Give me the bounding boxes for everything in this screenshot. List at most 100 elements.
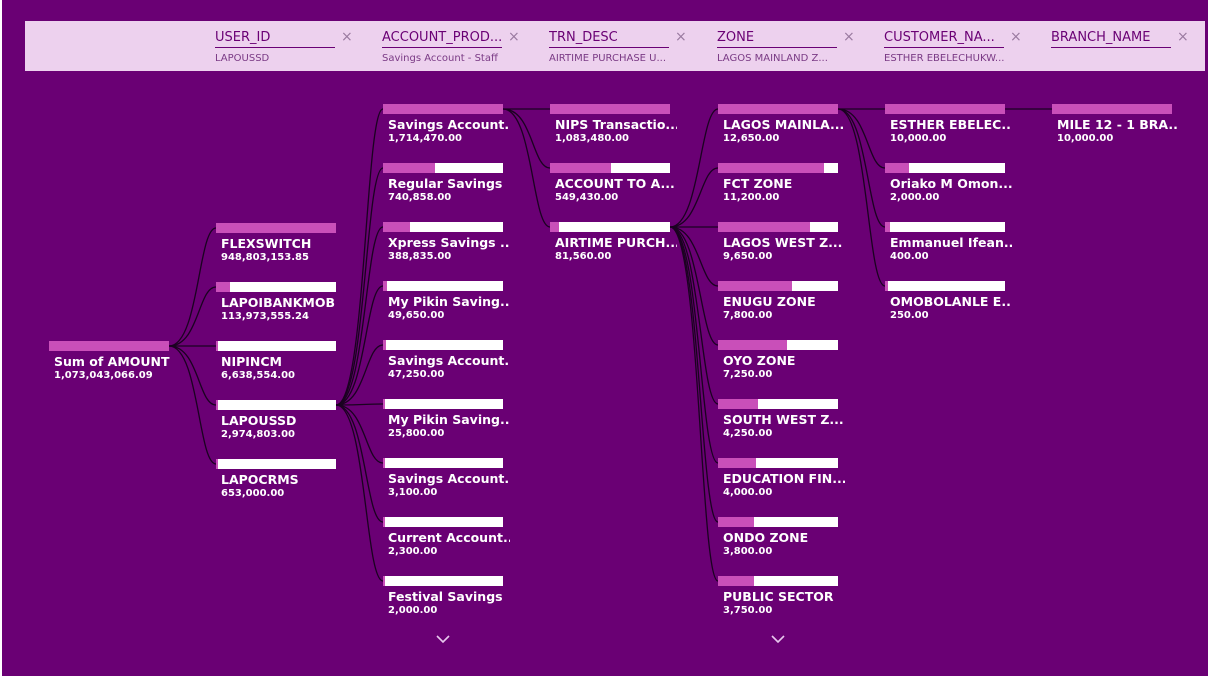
header-field-underline xyxy=(382,47,502,48)
node-bar-fill xyxy=(216,400,219,410)
chevron-down-icon[interactable] xyxy=(435,634,451,644)
node-value: 4,000.00 xyxy=(723,487,773,498)
node-value: 1,073,043,066.09 xyxy=(54,370,153,381)
node-value: 2,000.00 xyxy=(890,192,940,203)
node-bar xyxy=(885,281,1005,291)
tree-node[interactable]: Regular Savings 740,858.00 xyxy=(383,163,503,203)
node-bar-fill xyxy=(383,104,503,114)
tree-node[interactable]: My Pikin Saving... 25,800.00 xyxy=(383,399,510,439)
remove-level-close-icon[interactable]: × xyxy=(508,29,520,45)
tree-node[interactable]: My Pikin Saving... 49,650.00 xyxy=(383,281,510,321)
tree-node[interactable]: ENUGU ZONE 7,800.00 xyxy=(718,281,838,321)
node-bar xyxy=(216,400,336,410)
node-label: My Pikin Saving... xyxy=(388,412,510,427)
remove-level-close-icon[interactable]: × xyxy=(1177,29,1189,45)
node-bar xyxy=(383,281,503,291)
tree-node[interactable]: LAPOCRMS 653,000.00 xyxy=(216,459,336,499)
tree-node[interactable]: Savings Account... 1,714,470.00 xyxy=(383,104,510,144)
node-bar-fill xyxy=(383,222,411,232)
node-bar-fill xyxy=(718,458,756,468)
node-value: 2,300.00 xyxy=(388,546,438,557)
tree-node[interactable]: Current Account... 2,300.00 xyxy=(383,517,510,557)
remove-level-close-icon[interactable]: × xyxy=(341,29,353,45)
node-bar-fill xyxy=(718,399,759,409)
node-bar xyxy=(718,222,838,232)
node-label: OYO ZONE xyxy=(723,353,796,368)
tree-node[interactable]: EDUCATION FIN... 4,000.00 xyxy=(718,458,845,498)
header-field-name: CUSTOMER_NA... xyxy=(884,30,995,45)
node-bar xyxy=(383,517,503,527)
chevron-down-icon[interactable] xyxy=(770,634,786,644)
node-bar xyxy=(718,104,838,114)
node-label: ENUGU ZONE xyxy=(723,294,816,309)
tree-node[interactable]: MILE 12 - 1 BRA... 10,000.00 xyxy=(1052,104,1179,144)
tree-node[interactable]: OYO ZONE 7,250.00 xyxy=(718,340,838,380)
node-bar xyxy=(383,222,503,232)
remove-level-close-icon[interactable]: × xyxy=(675,29,687,45)
tree-node[interactable]: Sum of AMOUNT 1,073,043,066.09 xyxy=(49,341,170,381)
node-value: 2,000.00 xyxy=(388,605,438,616)
node-bar-fill xyxy=(383,576,386,586)
node-bar-fill xyxy=(718,340,787,350)
tree-node[interactable]: AIRTIME PURCH... 81,560.00 xyxy=(550,222,677,262)
node-label: PUBLIC SECTOR xyxy=(723,589,834,604)
node-bar xyxy=(718,517,838,527)
header-field-underline xyxy=(215,47,335,48)
tree-node[interactable]: NIPINCM 6,638,554.00 xyxy=(216,341,336,381)
tree-node[interactable]: PUBLIC SECTOR 3,750.00 xyxy=(718,576,838,616)
header-field-value: ESTHER EBELECHUKW... xyxy=(884,53,1005,64)
node-bar xyxy=(216,459,336,469)
tree-node[interactable]: LAPOIBANKMOB 113,973,555.24 xyxy=(216,282,336,322)
node-bar xyxy=(49,341,169,351)
node-label: Regular Savings xyxy=(388,176,503,191)
tree-node[interactable]: LAGOS MAINLA... 12,650.00 xyxy=(718,104,844,144)
tree-node[interactable]: Oriako M Omon... 2,000.00 xyxy=(885,163,1012,203)
node-bar-fill xyxy=(216,282,231,292)
node-value: 549,430.00 xyxy=(555,192,619,203)
node-bar xyxy=(383,340,503,350)
header-field-value: Savings Account - Staff xyxy=(382,53,498,64)
node-label: Oriako M Omon... xyxy=(890,176,1012,191)
tree-node[interactable]: LAGOS WEST Z... 9,650.00 xyxy=(718,222,842,262)
header-field-underline xyxy=(884,47,1004,48)
tree-node[interactable]: FLEXSWITCH 948,803,153.85 xyxy=(216,223,336,263)
node-label: EDUCATION FIN... xyxy=(723,471,845,486)
remove-level-close-icon[interactable]: × xyxy=(843,29,855,45)
node-bar xyxy=(550,104,670,114)
tree-node[interactable]: SOUTH WEST Z... 4,250.00 xyxy=(718,399,844,439)
node-bar-fill xyxy=(550,104,670,114)
node-label: LAPOCRMS xyxy=(221,472,299,487)
tree-node[interactable]: ESTHER EBELEC... 10,000.00 xyxy=(885,104,1012,144)
tree-node[interactable]: ONDO ZONE 3,800.00 xyxy=(718,517,838,557)
node-bar xyxy=(383,399,503,409)
header-field-underline xyxy=(717,47,837,48)
tree-node[interactable]: Savings Account... 47,250.00 xyxy=(383,340,510,380)
tree-node[interactable]: ACCOUNT TO A... 549,430.00 xyxy=(550,163,675,203)
node-bar xyxy=(718,576,838,586)
tree-node[interactable]: Xpress Savings ... 388,835.00 xyxy=(383,222,510,262)
node-bar xyxy=(885,163,1005,173)
node-bar-fill xyxy=(383,399,386,409)
tree-node[interactable]: Savings Account... 3,100.00 xyxy=(383,458,510,498)
tree-node[interactable]: Festival Savings 2,000.00 xyxy=(383,576,503,616)
node-bar-fill xyxy=(885,163,909,173)
remove-level-close-icon[interactable]: × xyxy=(1010,29,1022,45)
tree-node[interactable]: LAPOUSSD 2,974,803.00 xyxy=(216,400,336,440)
node-label: LAGOS WEST Z... xyxy=(723,235,843,250)
node-label: Emmanuel Ifean... xyxy=(890,235,1012,250)
node-bar-fill xyxy=(885,281,888,291)
node-label: Savings Account... xyxy=(388,117,510,132)
node-label: ACCOUNT TO A... xyxy=(555,176,675,191)
node-bar xyxy=(718,458,838,468)
node-label: FCT ZONE xyxy=(723,176,793,191)
tree-node[interactable]: OMOBOLANLE E... 250.00 xyxy=(885,281,1012,321)
tree-node[interactable]: NIPS Transactio... 1,083,480.00 xyxy=(550,104,677,144)
node-bar xyxy=(885,104,1005,114)
node-bar xyxy=(383,576,503,586)
node-value: 12,650.00 xyxy=(723,133,780,144)
node-value: 25,800.00 xyxy=(388,428,445,439)
node-bar-fill xyxy=(718,163,825,173)
node-label: AIRTIME PURCH... xyxy=(555,235,677,250)
tree-node[interactable]: Emmanuel Ifean... 400.00 xyxy=(885,222,1012,262)
tree-node[interactable]: FCT ZONE 11,200.00 xyxy=(718,163,838,203)
